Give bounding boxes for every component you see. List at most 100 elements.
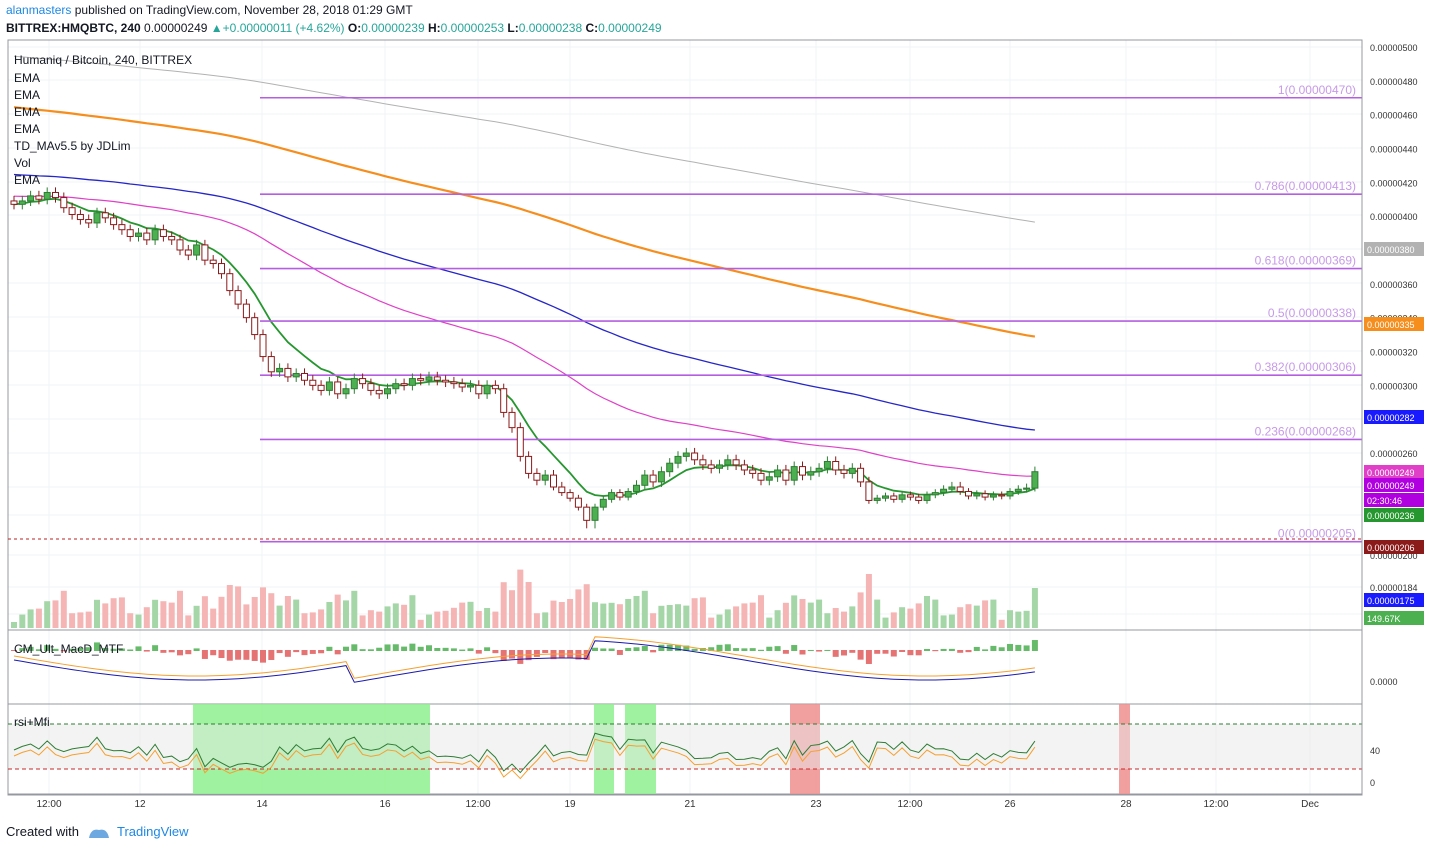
- volume-bar: [475, 611, 482, 628]
- candle-body: [284, 367, 292, 378]
- macd-hist: [243, 650, 250, 660]
- volume-bar: [492, 611, 499, 628]
- legend-vol[interactable]: Vol: [14, 156, 31, 170]
- volume-bar: [774, 610, 781, 628]
- macd-hist: [1023, 645, 1030, 651]
- macd-hist: [102, 647, 109, 651]
- high-value: 0.00000253: [440, 21, 505, 35]
- macd-hist: [44, 645, 51, 651]
- macd-hist: [309, 650, 316, 654]
- volume-bar: [260, 587, 266, 628]
- candles[interactable]: [10, 187, 1039, 529]
- volume-bar: [251, 597, 258, 628]
- macd-hist: [334, 650, 341, 655]
- legend-ema-1[interactable]: EMA: [14, 71, 41, 85]
- candle-body: [467, 384, 474, 388]
- volume-bar: [367, 610, 374, 628]
- chart-grid: [7, 39, 1363, 796]
- macd-hist: [849, 650, 856, 653]
- time-axis[interactable]: 12:00 12 14 16 12:00 19 21 23 12:00 26 28 12:00 Dec: [36, 799, 1318, 810]
- price-tick-label: 0.00000300: [1370, 381, 1418, 391]
- macd-hist: [484, 647, 491, 651]
- volume-bar: [525, 582, 532, 628]
- candle-body: [193, 244, 201, 256]
- candle-body: [898, 494, 906, 500]
- macd-hist: [616, 650, 623, 655]
- candle-body: [790, 466, 798, 481]
- candle-body: [1023, 487, 1031, 490]
- fib-label: 0(0.00000205): [1278, 527, 1356, 541]
- legend-td-ma[interactable]: TD_MAv5.5 by JDLim: [14, 139, 131, 153]
- volume-bar: [326, 602, 333, 628]
- legend-ema-5[interactable]: EMA: [14, 173, 41, 187]
- candle-body: [218, 263, 225, 275]
- volume-bar: [675, 604, 681, 628]
- price-tick-label: 0.00000260: [1370, 449, 1418, 459]
- fib-label: 0.236(0.00000268): [1255, 424, 1356, 438]
- macd-hist: [260, 650, 266, 663]
- price-chart[interactable]: 1(0.00000470) 0.786(0.00000413) 0.618(0.00…: [0, 0, 1433, 820]
- volume-bar: [973, 605, 980, 628]
- macd-hist: [467, 648, 474, 651]
- macd-hist: [716, 644, 723, 651]
- candle-body: [442, 379, 450, 383]
- macd-line: [13, 640, 1035, 683]
- macd-hist: [608, 648, 615, 651]
- high-label: H:: [427, 21, 441, 35]
- time-tick-label: 26: [1004, 799, 1016, 810]
- candle-body: [533, 472, 541, 481]
- volume-bar: [782, 602, 789, 628]
- tradingview-link[interactable]: TradingView: [116, 824, 189, 839]
- volume-bar: [60, 590, 67, 628]
- macd-hist: [409, 643, 416, 651]
- volume-bar: [699, 597, 706, 628]
- price-badge: [1364, 508, 1424, 522]
- candle-body: [43, 191, 51, 200]
- macd-hist: [60, 650, 67, 652]
- volume-bar: [824, 613, 831, 628]
- volume-bar: [160, 601, 167, 628]
- price-tick-label: 0.00000480: [1370, 77, 1418, 87]
- macd-hist: [218, 650, 225, 659]
- macd-hist: [135, 646, 142, 651]
- price-badge-text: 0.00000380: [1367, 245, 1415, 255]
- ema-lines: [13, 55, 1036, 497]
- candle-body: [450, 381, 458, 385]
- macd-hist: [301, 650, 308, 656]
- candle-body: [666, 462, 674, 473]
- candle-body: [674, 455, 682, 464]
- legend-ema-4[interactable]: EMA: [14, 122, 41, 136]
- legend-ema-3[interactable]: EMA: [14, 105, 41, 119]
- author-link[interactable]: alanmasters: [6, 3, 72, 17]
- candle-body: [882, 495, 889, 499]
- macd-hist: [376, 647, 383, 651]
- rsi-label[interactable]: rsi+Mfi: [14, 715, 50, 729]
- volume-bar: [450, 607, 457, 628]
- price-badge: [1364, 478, 1424, 492]
- volume-bar: [650, 613, 657, 628]
- candle-body: [309, 379, 317, 386]
- macd-label[interactable]: CM_Ult_MacD_MTF: [14, 642, 124, 656]
- volume-bar: [1015, 611, 1022, 628]
- macd-hist: [110, 648, 117, 651]
- candle-body: [52, 191, 59, 199]
- signal-line: [13, 636, 1035, 679]
- macd-hist: [1007, 643, 1013, 651]
- candle-body: [848, 467, 856, 474]
- volume-bars: [11, 569, 1038, 628]
- candle-body: [267, 356, 275, 373]
- price-badge: [1364, 540, 1424, 554]
- volume-bar: [401, 604, 408, 628]
- candle-body: [782, 469, 790, 481]
- chart-background: [0, 40, 1433, 795]
- legend-ema-2[interactable]: EMA: [14, 88, 41, 102]
- macd-hist: [35, 649, 42, 651]
- volume-bar: [533, 613, 540, 628]
- candle-body: [931, 492, 939, 496]
- macd-hist: [384, 644, 391, 651]
- macd-hist: [575, 650, 582, 660]
- macd-hist: [824, 649, 831, 651]
- macd-hist: [160, 650, 167, 653]
- volume-bar: [716, 614, 723, 628]
- macd-hist: [791, 645, 798, 651]
